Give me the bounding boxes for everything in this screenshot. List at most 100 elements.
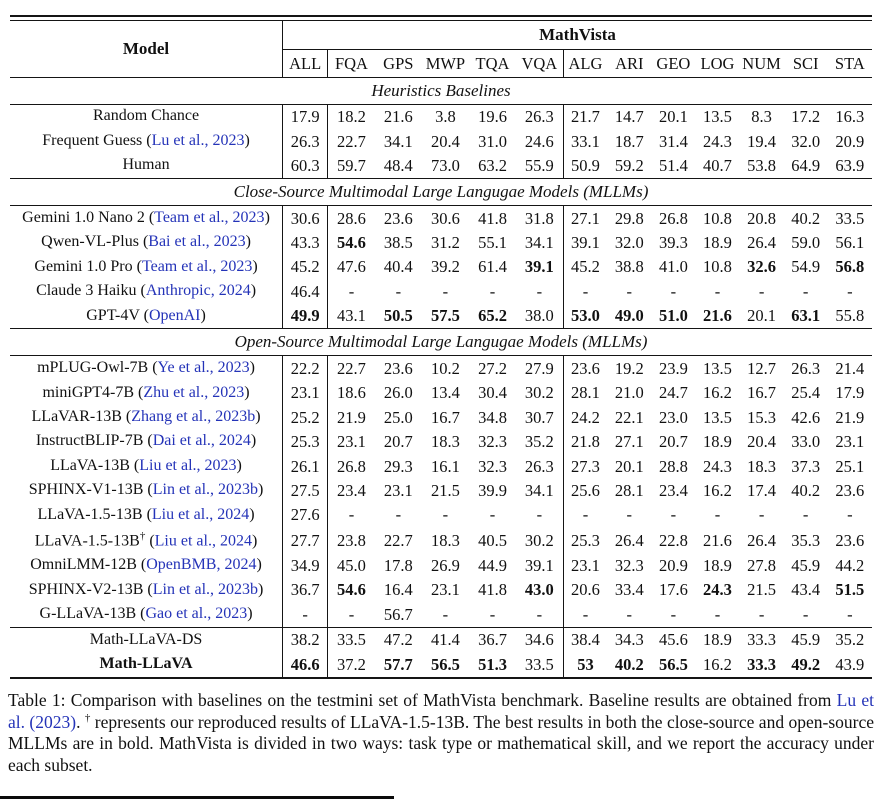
table-row: GPT-4V (OpenAI) 49.9 43.1 50.5 57.5 65.2 38.0 5… — [10, 303, 872, 329]
value-cell: 56.8 — [835, 257, 865, 277]
results-table: Model MathVista ALL FQA GPS MWP TQA VQA ALG ARI… — [10, 20, 872, 679]
value-cell: 21.4 — [835, 358, 865, 378]
model-cell: OmniLMM-12B (OpenBMB, 2024) — [10, 553, 284, 578]
citation-link[interactable]: Dai et al., 2024 — [152, 432, 251, 450]
value-cell: 23.1 — [430, 580, 460, 600]
value-cell: 13.5 — [703, 107, 732, 127]
value-cell: 35.3 — [791, 530, 821, 550]
citation-link[interactable]: Ye et al., 2023 — [157, 359, 250, 377]
value-cell: 45.2 — [282, 254, 329, 280]
model-name: Random Chance — [92, 107, 200, 125]
value-cell: 22.8 — [658, 530, 688, 550]
citation-link[interactable]: Lu et al., 2023 — [151, 131, 245, 149]
value-cell: 24.3 — [703, 580, 732, 600]
value-cell: 16.3 — [835, 107, 865, 127]
value-cell: 57.5 — [430, 306, 460, 326]
value-cell: 51.5 — [835, 580, 865, 600]
value-cell: 43.0 — [516, 577, 564, 603]
value-cell: - — [442, 604, 449, 624]
value-cell: 18.3 — [430, 432, 460, 452]
value-cell: 40.2 — [791, 481, 821, 500]
value-cell: 23.4 — [658, 481, 688, 500]
value-cell: 26.3 — [282, 129, 329, 154]
table-row: LLaVA-1.5-13B (Liu et al., 2024) 27.6- - - -… — [10, 502, 872, 528]
model-cell: miniGPT4-7B (Zhu et al., 2023) — [10, 380, 284, 406]
citation-link[interactable]: Liu et al., 2024 — [154, 532, 252, 550]
caption-citation-link[interactable]: Lu et al. (2023) — [8, 690, 874, 732]
value-cell: 27.6 — [282, 502, 329, 528]
citation-link[interactable]: Team et al., 2023 — [154, 208, 265, 226]
value-cell: 24.3 — [703, 131, 732, 151]
value-cell: - — [489, 505, 496, 525]
model-cell: SPHINX-V2-13B (Lin et al., 2023b) — [10, 577, 284, 603]
value-cell: 43.3 — [282, 230, 329, 255]
citation-link[interactable]: Bai et al., 2023 — [148, 233, 246, 251]
column-header-vqa: VQA — [516, 49, 564, 78]
citation-link[interactable]: Liu et al., 2024 — [151, 505, 250, 523]
value-cell: 21.5 — [430, 481, 460, 500]
value-cell: - — [582, 604, 589, 624]
value-cell: 39.1 — [516, 254, 564, 280]
dagger-symbol: † — [84, 711, 91, 724]
model-cell: Frequent Guess (Lu et al., 2023) — [10, 129, 284, 154]
value-cell: 27.1 — [571, 208, 600, 228]
value-cell: 21.5 — [747, 580, 776, 600]
citation-link[interactable]: OpenAI — [148, 306, 201, 324]
value-cell: 54.9 — [791, 257, 821, 277]
citation-link[interactable]: Gao et al., 2023 — [145, 605, 248, 623]
table-row: Human 60.3 59.7 48.4 73.0 63.2 55.9 50.9 59.2 51.… — [10, 153, 872, 179]
model-name: mPLUG-Owl-7B — [37, 359, 149, 377]
column-header-alg: ALG — [563, 49, 608, 78]
value-cell: - — [348, 604, 355, 624]
model-name: LLaVAR-13B — [31, 408, 122, 425]
value-cell: 18.7 — [614, 131, 644, 151]
citation-link[interactable]: Lin et al., 2023b — [152, 580, 259, 598]
value-cell: 23.6 — [835, 530, 865, 550]
model-cell: LLaVA-13B (Liu et al., 2023) — [10, 454, 284, 479]
citation-link[interactable]: Liu et al., 2023 — [139, 456, 237, 474]
value-cell: - — [758, 281, 765, 301]
value-cell: 32.0 — [791, 131, 821, 151]
column-header-num: NUM — [739, 49, 784, 78]
table-row: Random Chance 17.9 18.2 21.6 3.8 19.6 26.3 21.7… — [10, 104, 872, 130]
value-cell: - — [582, 281, 589, 301]
value-cell: 20.1 — [658, 107, 688, 127]
results-table-container: Model MathVista ALL FQA GPS MWP TQA VQA ALG ARI… — [10, 15, 872, 679]
model-name: Math-LLaVA — [99, 655, 193, 673]
citation-link[interactable]: Zhang et al., 2023b — [131, 408, 256, 425]
table-row: LLaVA-13B (Liu et al., 2023) 26.1 26.8 29.3… — [10, 454, 872, 479]
model-name: LLaVA-1.5-13B — [34, 532, 140, 550]
citation-link[interactable]: Zhu et al., 2023 — [143, 383, 245, 401]
citation-link[interactable]: Anthropic, 2024 — [145, 282, 251, 300]
column-header-sci: SCI — [783, 49, 828, 78]
value-cell: 32.6 — [747, 257, 776, 277]
value-cell: 17.2 — [791, 107, 821, 127]
citation-link[interactable]: OpenBMB, 2024 — [146, 556, 257, 574]
value-cell: 46.4 — [282, 279, 329, 304]
value-cell: - — [516, 279, 564, 304]
table-row: LLaVA-1.5-13B† (Liu et al., 2024) 27.7 23.… — [10, 527, 872, 554]
value-cell: 43.4 — [791, 580, 821, 600]
value-cell: - — [670, 505, 677, 525]
value-cell: 17.4 — [747, 481, 776, 500]
citation-link[interactable]: Team et al., 2023 — [141, 257, 253, 275]
value-cell: 13.4 — [430, 383, 460, 403]
value-cell: - — [714, 281, 721, 301]
value-cell: 61.4 — [478, 257, 507, 277]
value-cell: 59.7 — [337, 156, 366, 175]
citation-link[interactable]: Lin et al., 2023b — [152, 481, 259, 499]
value-cell: 21.6 — [383, 107, 413, 127]
section-title: Heuristics Baselines — [10, 76, 872, 105]
value-cell: 20.1 — [614, 456, 644, 476]
value-cell: 14.7 — [614, 107, 644, 127]
value-cell: - — [348, 281, 355, 301]
table-row: mPLUG-Owl-7B (Ye et al., 2023) 22.2 22.7 23… — [10, 355, 872, 381]
table-row: Claude 3 Haiku (Anthropic, 2024) 46.4- - - -… — [10, 279, 872, 304]
model-cell: Random Chance — [10, 104, 284, 130]
value-cell: 21.9 — [835, 407, 865, 427]
value-cell: 33.3 — [739, 626, 784, 653]
value-cell: 20.1 — [747, 306, 776, 326]
value-cell: 22.7 — [383, 530, 413, 550]
value-cell: 33.4 — [614, 580, 644, 600]
value-cell: 45.2 — [571, 257, 600, 277]
